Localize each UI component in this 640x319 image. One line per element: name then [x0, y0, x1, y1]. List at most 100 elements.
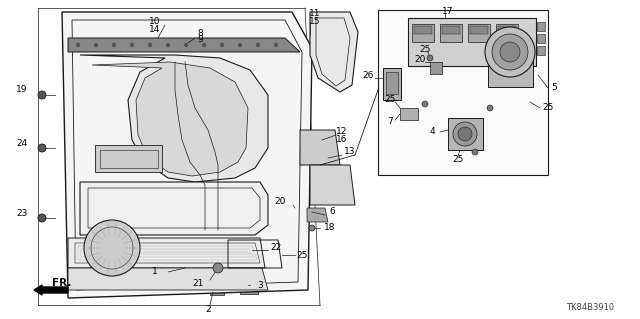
Circle shape — [472, 149, 478, 155]
Text: 11: 11 — [309, 10, 321, 19]
Bar — [448, 118, 483, 150]
Circle shape — [422, 101, 428, 107]
Text: 6: 6 — [329, 207, 335, 217]
Circle shape — [221, 43, 223, 47]
Bar — [383, 68, 401, 100]
Text: 15: 15 — [309, 18, 321, 26]
Circle shape — [427, 55, 433, 61]
Bar — [272, 132, 286, 141]
Bar — [272, 156, 286, 165]
Circle shape — [239, 43, 241, 47]
Circle shape — [84, 220, 140, 276]
Bar — [272, 144, 286, 153]
Polygon shape — [62, 12, 312, 298]
Text: 20: 20 — [275, 197, 285, 206]
Bar — [315, 170, 329, 182]
Polygon shape — [95, 145, 162, 172]
Circle shape — [453, 122, 477, 146]
Polygon shape — [310, 12, 358, 92]
Text: 26: 26 — [362, 70, 374, 79]
Circle shape — [492, 34, 528, 70]
Polygon shape — [300, 130, 340, 165]
Bar — [412, 24, 434, 42]
Circle shape — [458, 127, 472, 141]
Circle shape — [95, 43, 97, 47]
Bar — [470, 26, 488, 34]
Text: 1: 1 — [152, 268, 158, 277]
Text: 25: 25 — [296, 250, 308, 259]
Circle shape — [275, 43, 278, 47]
Circle shape — [113, 43, 115, 47]
Bar — [303, 135, 315, 142]
Polygon shape — [80, 55, 268, 182]
Text: 22: 22 — [270, 243, 282, 253]
Circle shape — [148, 43, 152, 47]
Text: 8: 8 — [197, 28, 203, 38]
Bar — [488, 52, 533, 87]
Bar — [468, 24, 490, 42]
Text: 17: 17 — [442, 8, 454, 17]
Polygon shape — [80, 182, 268, 235]
Text: 13: 13 — [344, 147, 356, 157]
Bar — [537, 22, 545, 31]
Circle shape — [213, 263, 223, 273]
Circle shape — [38, 214, 46, 222]
Circle shape — [309, 225, 315, 231]
Bar — [442, 26, 460, 34]
Text: 3: 3 — [257, 280, 263, 290]
Bar — [272, 95, 286, 104]
Bar — [440, 24, 462, 42]
Circle shape — [485, 27, 535, 77]
Text: 16: 16 — [336, 136, 348, 145]
Polygon shape — [92, 62, 248, 176]
Bar — [537, 34, 545, 43]
Circle shape — [500, 42, 520, 62]
Bar — [240, 282, 258, 294]
Circle shape — [77, 43, 79, 47]
Circle shape — [38, 91, 46, 99]
Text: 20: 20 — [414, 56, 426, 64]
Circle shape — [487, 105, 493, 111]
Circle shape — [257, 43, 259, 47]
Circle shape — [38, 144, 46, 152]
Text: 25: 25 — [419, 46, 431, 55]
Text: TK84B3910: TK84B3910 — [566, 303, 614, 313]
Text: 5: 5 — [551, 84, 557, 93]
Circle shape — [184, 43, 188, 47]
Text: 18: 18 — [324, 224, 336, 233]
Bar — [414, 26, 432, 34]
Bar — [260, 248, 272, 258]
Text: 25: 25 — [384, 95, 396, 105]
Bar — [80, 148, 90, 163]
Bar — [240, 245, 256, 257]
Circle shape — [131, 43, 134, 47]
Text: 19: 19 — [16, 85, 28, 94]
Bar — [498, 26, 516, 34]
Bar — [303, 153, 315, 160]
FancyArrow shape — [34, 285, 68, 295]
Polygon shape — [68, 268, 268, 290]
Text: 12: 12 — [336, 128, 348, 137]
Text: 14: 14 — [149, 26, 161, 34]
Bar — [303, 144, 315, 151]
Bar — [378, 10, 548, 175]
Polygon shape — [307, 208, 328, 222]
Text: 7: 7 — [387, 117, 393, 127]
Text: 23: 23 — [16, 209, 28, 218]
Bar — [293, 208, 305, 220]
Circle shape — [166, 43, 170, 47]
Polygon shape — [68, 38, 300, 52]
Polygon shape — [68, 238, 265, 268]
Bar — [84, 155, 94, 167]
Bar — [430, 62, 442, 74]
Text: 4: 4 — [429, 128, 435, 137]
Text: FR.: FR. — [52, 278, 72, 288]
Text: 2: 2 — [205, 306, 211, 315]
Bar — [272, 120, 286, 129]
Bar — [272, 108, 286, 117]
Text: 24: 24 — [17, 138, 28, 147]
Text: 25: 25 — [452, 155, 464, 165]
Polygon shape — [400, 108, 418, 120]
Text: 21: 21 — [192, 278, 204, 287]
Bar — [386, 72, 398, 94]
